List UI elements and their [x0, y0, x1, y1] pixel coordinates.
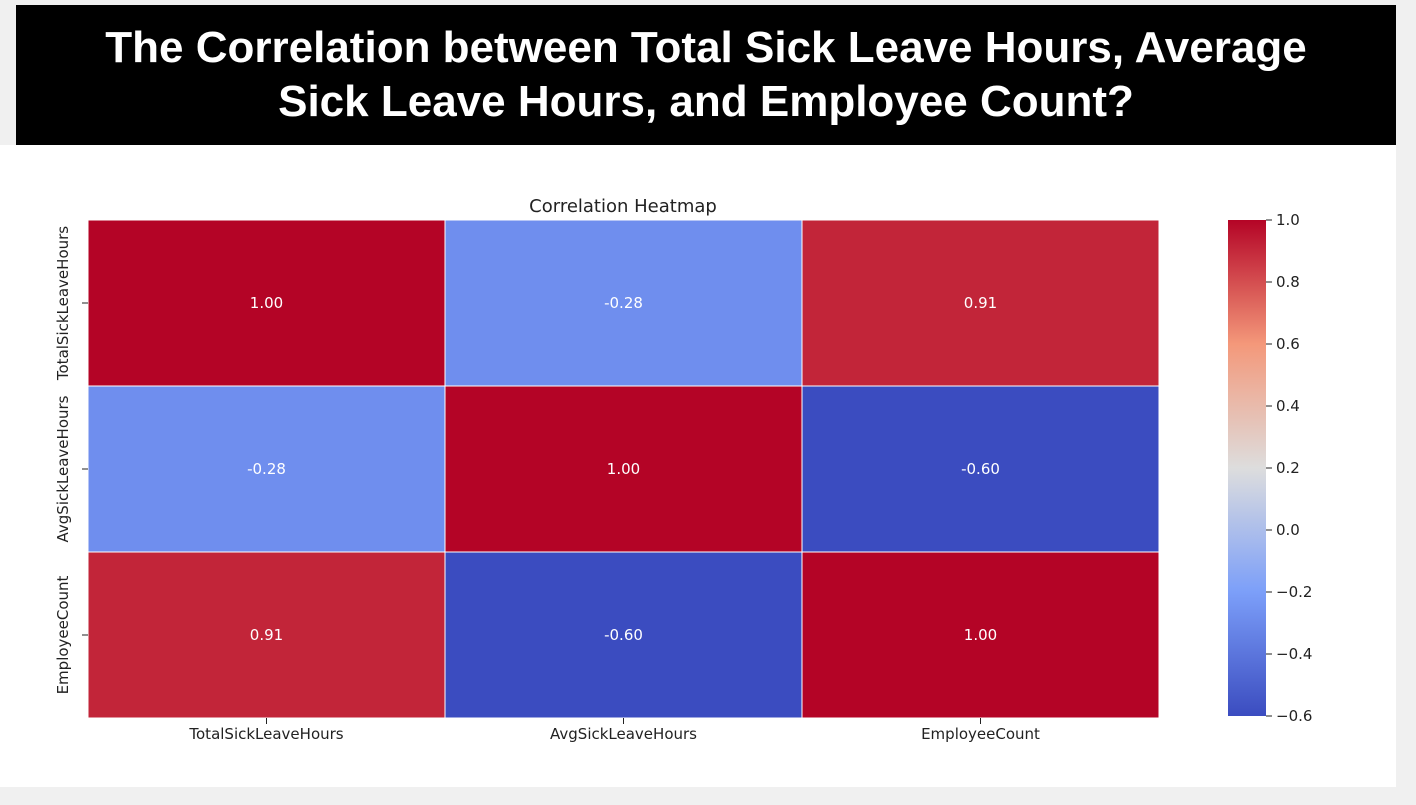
- heatmap-annotations: 1.00 -0.28 0.91 -0.28 1.00 -0.60 0.91 -0.60 1.00: [247, 294, 1000, 644]
- cell-annotation-0-0: 1.00: [250, 294, 283, 312]
- cell-annotation-0-2: 0.91: [964, 294, 997, 312]
- cell-annotation-1-0: -0.28: [247, 460, 286, 478]
- heatmap-chart: Correlation Heatmap 1.00 -0.28 0.91-0.28 1.…: [54, 196, 1312, 743]
- cell-annotation-2-0: 0.91: [250, 626, 283, 644]
- colorbar-ticks: 1.0 0.8 0.6 0.4 0.2 0.0 −0.2 −0.4 −0.6: [1266, 211, 1312, 725]
- colorbar: [1228, 220, 1266, 716]
- heatmap-cell-1-0: [87, 385, 446, 553]
- colorbar-tick-label-0: 1.0: [1276, 211, 1300, 229]
- colorbar-tick-label-8: −0.6: [1276, 707, 1312, 725]
- colorbar-tick-label-1: 0.8: [1276, 273, 1300, 291]
- y-tick-label-0: TotalSickLeaveHours: [54, 226, 72, 381]
- chart-panel: Correlation Heatmap 1.00 -0.28 0.91 -0.28 1.…: [0, 145, 1396, 787]
- heatmap-cell-2-1: [444, 551, 803, 719]
- cell-annotation-0-1: -0.28: [604, 294, 643, 312]
- heatmap-cell-1-1: [444, 385, 803, 553]
- page-title: The Correlation between Total Sick Leave…: [105, 23, 1307, 126]
- cell-annotation-1-1: 1.00: [607, 460, 640, 478]
- title-banner: The Correlation between Total Sick Leave…: [16, 5, 1396, 145]
- heatmap-cell-2-0: [87, 551, 446, 719]
- colorbar-tick-label-3: 0.4: [1276, 397, 1300, 415]
- heatmap-cell-0-1: [444, 219, 803, 387]
- colorbar-tick-label-6: −0.2: [1276, 583, 1312, 601]
- heatmap-cell-1-2: [801, 385, 1160, 553]
- x-tick-label-1: AvgSickLeaveHours: [550, 725, 697, 743]
- colorbar-tick-label-2: 0.6: [1276, 335, 1300, 353]
- heatmap-cell-0-0: [87, 219, 446, 387]
- cell-annotation-1-2: -0.60: [961, 460, 1000, 478]
- x-tick-label-0: TotalSickLeaveHours: [188, 725, 343, 743]
- x-axis: TotalSickLeaveHours AvgSickLeaveHours Empl…: [188, 718, 1040, 743]
- colorbar-tick-label-5: 0.0: [1276, 521, 1300, 539]
- y-axis: TotalSickLeaveHours AvgSickLeaveHours Empl…: [54, 226, 88, 694]
- cell-annotation-2-1: -0.60: [604, 626, 643, 644]
- heatmap-cell-0-2: [801, 219, 1160, 387]
- heatmap-cells: [87, 219, 1160, 719]
- y-tick-label-2: EmployeeCount: [54, 575, 72, 694]
- chart-title: Correlation Heatmap: [529, 196, 717, 217]
- cell-annotation-2-2: 1.00: [964, 626, 997, 644]
- x-tick-label-2: EmployeeCount: [921, 725, 1040, 743]
- colorbar-tick-label-4: 0.2: [1276, 459, 1300, 477]
- y-tick-label-1: AvgSickLeaveHours: [54, 395, 72, 542]
- colorbar-tick-label-7: −0.4: [1276, 645, 1312, 663]
